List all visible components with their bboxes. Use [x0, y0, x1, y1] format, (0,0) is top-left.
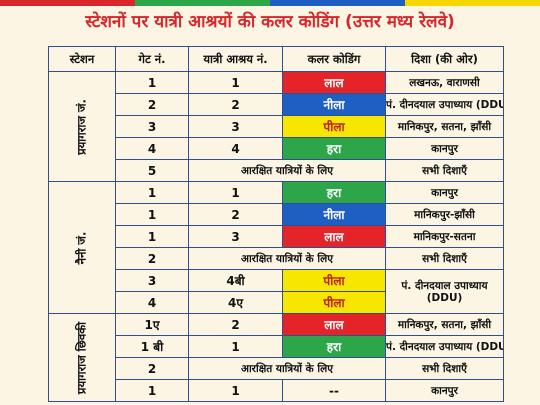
direction-cell: सभी दिशाएँ	[385, 247, 504, 270]
direction-cell: पं. दीनदयाल उपाध्याय (DDU)	[385, 93, 504, 116]
gate-cell: 1	[115, 203, 189, 226]
direction-cell: मानिकपुर, सतना, झाँसी	[385, 313, 504, 336]
stripe	[0, 0, 135, 6]
table-row: 2 आरक्षित यात्रियों के लिए सभी दिशाएँ	[49, 357, 504, 380]
color-cell: लाल	[282, 313, 386, 336]
gate-cell: 5	[115, 159, 189, 182]
table-row: 1 बी 1 हरा पं. दीनदयाल उपाध्याय (DDU)	[49, 335, 504, 358]
column-header: यात्री आश्रय नं.	[188, 46, 283, 72]
table: स्टेशन गेट नं. यात्री आश्रय नं. कलर कोडिंग द…	[48, 46, 504, 402]
note-cell: आरक्षित यात्रियों के लिए	[188, 247, 386, 270]
direction-cell: मानिकपुर-झाँसी	[385, 203, 504, 226]
direction-cell: लखनऊ, वाराणसी	[385, 71, 504, 94]
gate-cell: 1 बी	[115, 335, 189, 358]
color-cell: हरा	[282, 181, 386, 204]
station-cell: प्रयागराज जं.	[48, 71, 116, 182]
header-row: स्टेशन गेट नं. यात्री आश्रय नं. कलर कोडिंग द…	[48, 46, 504, 72]
stripe	[405, 0, 540, 6]
shelter-cell: 2	[188, 203, 283, 226]
gate-cell: 4	[115, 291, 189, 314]
shelter-cell: 4बी	[188, 269, 283, 292]
stripe	[135, 0, 270, 6]
color-cell: हरा	[282, 335, 386, 358]
direction-cell: पं. दीनदयाल उपाध्याय (DDU)	[385, 269, 504, 314]
column-header: दिशा (की ओर)	[385, 46, 504, 72]
table-row: 1 3 लाल मानिकपुर-सतना	[49, 225, 504, 248]
column-header: स्टेशन	[48, 46, 116, 72]
direction-cell: मानिकपुर, सतना, झाँसी	[385, 115, 504, 138]
color-cell: लाल	[282, 225, 386, 248]
color-cell: हरा	[282, 137, 386, 160]
title: स्टेशनों पर यात्री आश्रयों की कलर कोडिंग…	[85, 12, 455, 32]
table-row: 2 2 नीला पं. दीनदयाल उपाध्याय (DDU)	[49, 93, 504, 116]
gate-cell: 2	[115, 93, 189, 116]
shelter-cell: 3	[188, 115, 283, 138]
gate-cell: 1	[115, 379, 189, 402]
color-stripes	[0, 0, 540, 6]
station-name: प्रयागराज छिवकी	[74, 321, 89, 394]
table-row: प्रयागराज जं. 1 1 लाल लखनऊ, वाराणसी	[48, 71, 504, 182]
station-cell: प्रयागराज छिवकी	[48, 313, 116, 402]
gate-cell: 3	[115, 115, 189, 138]
color-cell: लाल	[282, 71, 386, 94]
column-header: कलर कोडिंग	[282, 46, 386, 72]
direction-cell: सभी दिशाएँ	[385, 159, 504, 182]
direction-cell: सभी दिशाएँ	[385, 357, 504, 380]
gate-cell: 1	[115, 181, 189, 204]
table-row: 4 4 हरा कानपुर	[49, 137, 504, 160]
color-cell: नीला	[282, 203, 386, 226]
table-row: 4 4ए पीला	[49, 291, 504, 314]
table-row: नैनी जं. 1 1 हरा कानपुर	[48, 181, 504, 314]
station-cell: नैनी जं.	[48, 181, 116, 314]
column-header: गेट नं.	[115, 46, 189, 72]
gate-cell: 1	[115, 71, 189, 94]
shelter-cell: 1	[188, 379, 283, 402]
color-cell: पीला	[282, 291, 386, 314]
color-cell: नीला	[282, 93, 386, 116]
table-row: 1 2 नीला मानिकपुर-झाँसी	[49, 203, 504, 226]
shelter-cell: 4	[188, 137, 283, 160]
station-name: प्रयागराज जं.	[74, 98, 89, 155]
color-cell: पीला	[282, 269, 386, 292]
table-wrap: स्टेशन गेट नं. यात्री आश्रय नं. कलर कोडिंग द…	[48, 46, 504, 405]
direction-cell: मानिकपुर-सतना	[385, 225, 504, 248]
direction-cell: कानपुर	[385, 137, 504, 160]
direction-cell: पं. दीनदयाल उपाध्याय (DDU)	[385, 335, 504, 358]
table-row: 5 आरक्षित यात्रियों के लिए सभी दिशाएँ	[49, 159, 504, 182]
shelter-cell: 2	[188, 313, 283, 336]
station-name: नैनी जं.	[74, 231, 89, 264]
gate-cell: 1	[115, 225, 189, 248]
stripe	[270, 0, 405, 6]
shelter-cell: 1	[188, 71, 283, 94]
note-cell: आरक्षित यात्रियों के लिए	[188, 159, 386, 182]
color-cell: --	[282, 379, 386, 402]
gate-cell: 2	[115, 247, 189, 270]
gate-cell: 4	[115, 137, 189, 160]
direction-cell: कानपुर	[385, 181, 504, 204]
color-cell: पीला	[282, 115, 386, 138]
table-row: प्रयागराज छिवकी 1ए 2 लाल मानिकपुर, सतना, झाँ…	[48, 313, 504, 402]
table-row: 3 3 पीला मानिकपुर, सतना, झाँसी	[49, 115, 504, 138]
note-cell: आरक्षित यात्रियों के लिए	[188, 357, 386, 380]
table-row: 2 आरक्षित यात्रियों के लिए सभी दिशाएँ	[49, 247, 504, 270]
shelter-cell: 1	[188, 335, 283, 358]
gate-cell: 2	[115, 357, 189, 380]
table-row: 3 4बी पीला पं. दीनदयाल उपाध्याय (DDU)	[49, 269, 504, 314]
gate-cell: 3	[115, 269, 189, 292]
shelter-cell: 4ए	[188, 291, 283, 314]
shelter-cell: 3	[188, 225, 283, 248]
shelter-cell: 2	[188, 93, 283, 116]
gate-cell: 1ए	[115, 313, 189, 336]
direction-cell: कानपुर	[385, 379, 504, 402]
shelter-cell: 1	[188, 181, 283, 204]
table-row: 1 1 -- कानपुर	[49, 379, 504, 402]
